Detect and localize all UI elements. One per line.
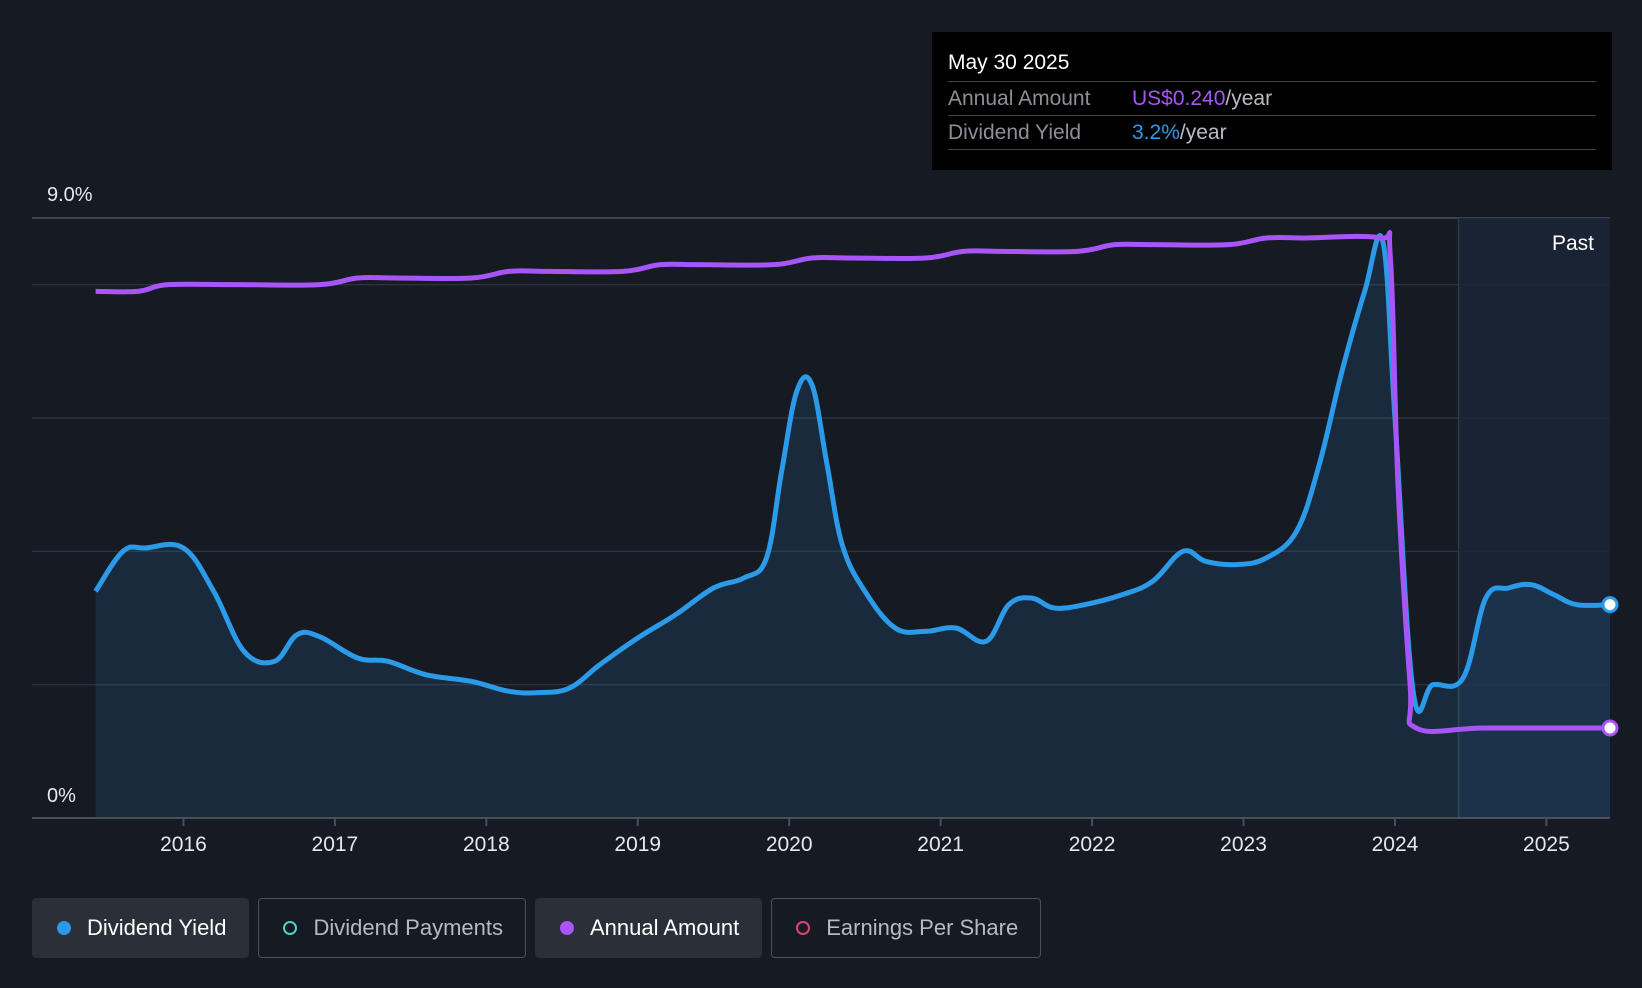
x-tick-label: 2021	[917, 833, 964, 856]
x-tick-label: 2019	[614, 833, 661, 856]
legend-ring-icon	[796, 921, 811, 935]
legend-earnings-per-share[interactable]: Earnings Per Share	[771, 898, 1042, 958]
tooltip-row-annual-amount: Annual Amount US$0.240 /year	[948, 82, 1596, 116]
annual-amount-line	[95, 230, 1611, 734]
legend-dividend-payments[interactable]: Dividend Payments	[258, 898, 526, 958]
y-axis-top-label: 9.0%	[47, 184, 93, 206]
x-tick-label: 2016	[160, 833, 207, 856]
legend-dot-icon	[57, 921, 71, 935]
tooltip: May 30 2025 Annual Amount US$0.240 /year…	[932, 32, 1612, 170]
tooltip-row-dividend-yield: Dividend Yield 3.2% /year	[948, 116, 1596, 150]
dividend-yield-area	[95, 235, 1610, 818]
tooltip-unit: /year	[1179, 121, 1227, 144]
legend-label: Earnings Per Share	[826, 915, 1019, 940]
tooltip-date: May 30 2025	[948, 48, 1596, 82]
x-tick-label: 2025	[1523, 833, 1570, 856]
tooltip-value: 3.2%	[1132, 121, 1180, 144]
legend: Dividend Yield Dividend Payments Annual …	[32, 898, 1042, 958]
legend-label: Annual Amount	[589, 915, 740, 940]
dividend-yield-end-marker[interactable]	[1601, 596, 1619, 614]
x-tick-label: 2020	[766, 833, 813, 856]
legend-dot-icon	[559, 921, 574, 935]
x-tick-label: 2022	[1069, 833, 1116, 856]
past-label: Past	[1552, 232, 1594, 255]
y-axis-bottom-label: 0%	[47, 785, 76, 807]
past-region	[1458, 218, 1610, 818]
x-tick-label: 2018	[463, 833, 510, 856]
x-tick-label: 2023	[1220, 833, 1267, 856]
legend-label: Dividend Yield	[87, 915, 227, 940]
legend-label: Dividend Payments	[313, 915, 503, 940]
tooltip-label: Dividend Yield	[948, 121, 1082, 144]
annual-amount-end-marker[interactable]	[1601, 719, 1619, 737]
legend-dividend-yield[interactable]: Dividend Yield	[32, 898, 250, 958]
legend-ring-icon	[283, 921, 298, 935]
x-tick-label: 2017	[312, 833, 359, 856]
x-axis-ticks: 2016 2017 2018 2019 2020 2021 2022 2023 2024 2025	[160, 818, 1570, 856]
legend-annual-amount[interactable]: Annual Amount	[534, 898, 763, 958]
tooltip-value: US$0.240	[1132, 87, 1226, 110]
tooltip-label: Annual Amount	[948, 87, 1091, 110]
x-tick-label: 2024	[1372, 833, 1419, 856]
tooltip-unit: /year	[1225, 87, 1273, 110]
